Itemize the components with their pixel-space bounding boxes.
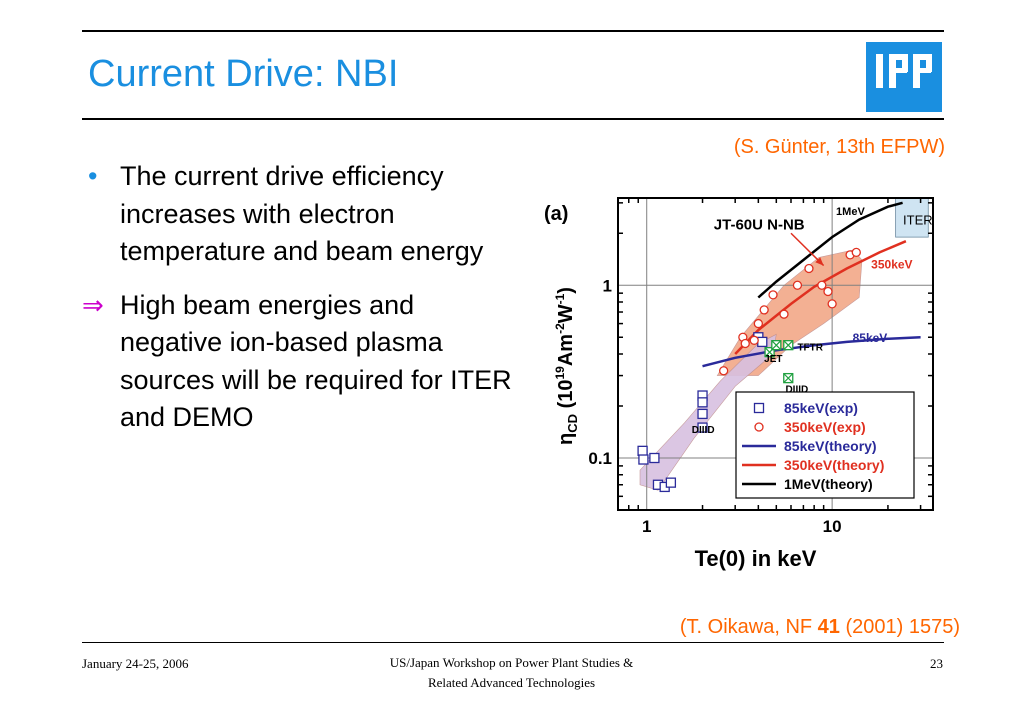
- citation-bottom: (T. Oikawa, NF 41 (2001) 1575): [680, 616, 960, 639]
- footer-date: January 24-25, 2006: [82, 656, 189, 671]
- data-point-350keV(exp): [740, 338, 750, 349]
- annotation-label: JET: [764, 354, 782, 365]
- annotation-label: JT-60U N-NB: [714, 217, 805, 234]
- legend-marker-350keV(exp): [754, 422, 764, 432]
- citation-bottom-post: (2001) 1575): [839, 616, 960, 638]
- bullet-text: High beam energies and negative ion-base…: [120, 289, 512, 433]
- data-point-85keV(exp): [697, 397, 708, 408]
- series-line-1MeV(theory): [757, 201, 903, 299]
- data-point-350keV(exp): [827, 299, 837, 309]
- bullet-list: • The current drive efficiency increases…: [82, 158, 522, 453]
- y-tick-label: 1: [603, 276, 612, 295]
- data-point-85keV(exp): [697, 422, 708, 433]
- data-point-85keV(exp): [649, 452, 660, 464]
- annotation-label: 85keV: [853, 331, 888, 345]
- footer-event: US/Japan Workshop on Power Plant Studies…: [300, 653, 723, 693]
- data-point-350keV(exp): [753, 318, 763, 329]
- iter-region: [895, 197, 929, 238]
- footer-event-line2: Related Advanced Technologies: [427, 675, 596, 690]
- footer-page-number: 23: [930, 656, 943, 671]
- legend-label: 85keV(exp): [784, 400, 858, 416]
- annotation-label: 350keV: [871, 258, 912, 272]
- citation-bottom-volume: 41: [817, 616, 840, 638]
- y-axis-label: ηCD (1019Am-2W-1): [553, 287, 580, 445]
- data-point-85keV(exp): [697, 408, 708, 420]
- data-point-350keV(exp): [779, 309, 789, 319]
- data-point-350keV(exp): [851, 247, 861, 258]
- series-line-85keV(theory): [702, 336, 921, 368]
- legend-label: 350keV(exp): [784, 419, 866, 435]
- annotation-label: DIIID: [785, 384, 808, 395]
- x-tick-label: 1: [642, 517, 651, 536]
- current-drive-efficiency-chart: 1 10 0.1 1 JT-60U N-NB ITER 1MeV 350keV 85keV TFT…: [544, 197, 934, 571]
- y-tick-label: 0.1: [588, 449, 612, 468]
- annotation-label: ITER: [903, 212, 933, 227]
- data-point-350keV(exp): [759, 305, 769, 315]
- data-point-DIIID-cross: [783, 373, 793, 383]
- x-axis-label: Te(0) in keV: [695, 546, 817, 571]
- legend: 85keV(exp) 350keV(exp) 85keV(theory) 350keV…: [735, 391, 915, 499]
- data-point-85keV(exp): [665, 477, 677, 488]
- bullet-item: ⇒ High beam energies and negative ion-ba…: [82, 287, 522, 437]
- data-point-85keV(exp): [757, 336, 768, 348]
- legend-label: 1MeV(theory): [784, 476, 873, 492]
- annotation-label: 1MeV: [836, 206, 865, 218]
- data-point-350keV(exp): [749, 335, 759, 345]
- header-rule: [82, 118, 944, 120]
- series-line-350keV(theory): [734, 240, 907, 355]
- panel-label: (a): [544, 203, 568, 225]
- data-point-350keV(exp): [792, 280, 803, 290]
- data-point-350keV(exp): [719, 366, 729, 376]
- data-point-350keV(exp): [817, 280, 827, 290]
- legend-label: 350keV(theory): [784, 457, 884, 473]
- data-point-85keV(exp): [638, 454, 649, 465]
- slide-title: Current Drive: NBI: [88, 53, 399, 95]
- footer-rule: [82, 642, 944, 643]
- data-point-85keV(exp): [637, 445, 648, 456]
- implies-arrow-icon: ⇒: [82, 289, 104, 320]
- x-tick-label: 10: [823, 517, 842, 536]
- top-rule: [82, 30, 944, 32]
- data-point-350keV(exp): [768, 290, 778, 300]
- legend-label: 85keV(theory): [784, 438, 877, 454]
- data-point-350keV(exp): [823, 286, 833, 297]
- bullet-text: The current drive efficiency increases w…: [120, 161, 484, 266]
- data-point-JET/TFTR/DIIID-cross: [771, 340, 781, 350]
- annotation-arrow-head: [815, 257, 824, 266]
- annotation-label: DIIID: [692, 425, 715, 436]
- ipp-logo: [866, 42, 942, 112]
- data-point-350keV(exp): [804, 263, 814, 274]
- legend-marker-85keV(exp): [753, 402, 765, 414]
- data-point-JET/TFTR/DIIID-cross: [783, 340, 793, 350]
- annotation-label: TFTR: [797, 342, 823, 353]
- bullet-item: • The current drive efficiency increases…: [82, 158, 522, 271]
- footer-event-line1: US/Japan Workshop on Power Plant Studies…: [389, 655, 634, 670]
- citation-bottom-pre: (T. Oikawa, NF: [679, 616, 818, 638]
- citation-top: (S. Günter, 13th EFPW): [733, 136, 945, 158]
- bullet-dot-icon: •: [88, 161, 98, 191]
